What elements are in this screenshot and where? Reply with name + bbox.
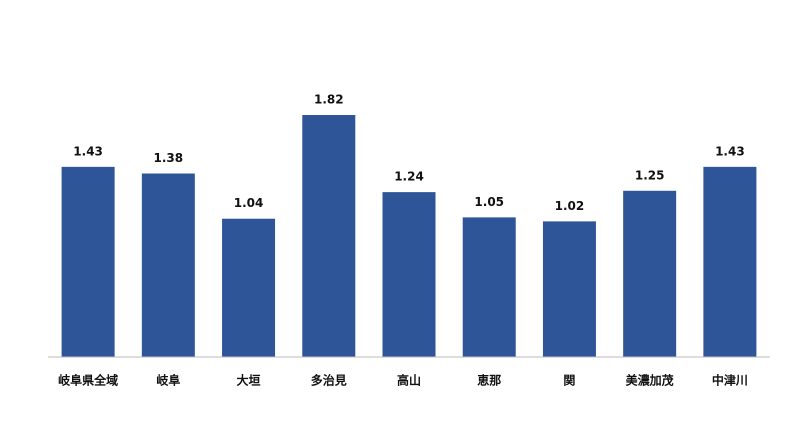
value-label: 1.04 bbox=[234, 196, 264, 210]
x-tick-label: 美濃加茂 bbox=[626, 373, 674, 388]
x-tick-label: 大垣 bbox=[237, 373, 261, 388]
x-tick-label: 高山 bbox=[397, 373, 421, 388]
bar bbox=[61, 166, 115, 357]
value-label: 1.02 bbox=[555, 199, 585, 213]
x-tick-label: 関 bbox=[563, 374, 575, 388]
value-label: 1.82 bbox=[314, 93, 344, 107]
value-label: 1.25 bbox=[635, 168, 665, 182]
x-tick-label: 岐阜 bbox=[156, 373, 180, 388]
value-label: 1.05 bbox=[474, 195, 504, 209]
x-tick-label: 多治見 bbox=[311, 373, 347, 388]
x-tick-label: 岐阜県全域 bbox=[58, 373, 118, 388]
value-label: 1.38 bbox=[154, 151, 184, 165]
value-label: 1.24 bbox=[394, 170, 424, 184]
bar bbox=[382, 192, 436, 357]
bar bbox=[141, 173, 195, 357]
bar bbox=[222, 218, 276, 357]
bar bbox=[462, 217, 516, 357]
value-label: 1.43 bbox=[73, 144, 103, 158]
bar bbox=[703, 166, 757, 357]
bar bbox=[542, 221, 596, 357]
value-label: 1.43 bbox=[715, 144, 745, 158]
x-tick-label: 中津川 bbox=[712, 373, 748, 388]
x-tick-label: 恵那 bbox=[477, 373, 501, 388]
bar bbox=[623, 190, 677, 357]
bar bbox=[302, 115, 356, 357]
